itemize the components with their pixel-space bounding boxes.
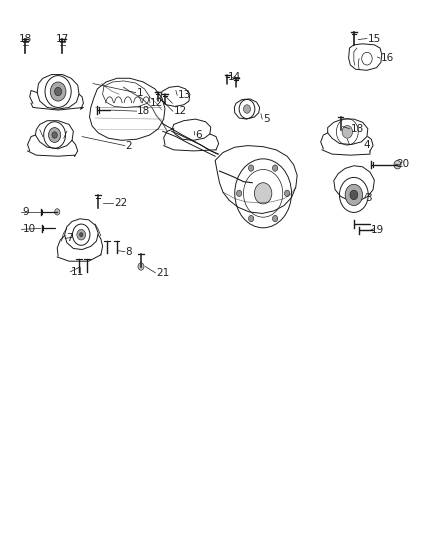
Circle shape <box>349 190 357 200</box>
Text: 2: 2 <box>125 141 132 151</box>
Text: 10: 10 <box>22 224 35 235</box>
Text: 19: 19 <box>370 225 383 236</box>
Text: 9: 9 <box>22 207 29 217</box>
Text: 16: 16 <box>380 53 393 63</box>
Circle shape <box>48 127 60 142</box>
Text: 21: 21 <box>156 268 169 278</box>
Circle shape <box>243 105 250 114</box>
Text: 18: 18 <box>136 106 149 116</box>
Text: 11: 11 <box>71 267 84 277</box>
Text: 18: 18 <box>19 34 32 44</box>
Circle shape <box>54 87 61 96</box>
Text: 22: 22 <box>114 198 127 208</box>
Text: 5: 5 <box>262 114 269 124</box>
Text: 20: 20 <box>395 159 408 169</box>
Text: 13: 13 <box>178 90 191 100</box>
Circle shape <box>254 183 271 204</box>
Text: 8: 8 <box>125 247 132 257</box>
Text: 1: 1 <box>136 87 143 98</box>
Text: 17: 17 <box>56 34 69 44</box>
Text: 12: 12 <box>149 98 162 108</box>
Text: 7: 7 <box>66 233 72 244</box>
Circle shape <box>344 184 362 206</box>
Text: 4: 4 <box>363 140 369 150</box>
Circle shape <box>50 82 66 101</box>
Text: 12: 12 <box>173 106 187 116</box>
Text: 15: 15 <box>367 34 380 44</box>
Text: 3: 3 <box>365 192 371 203</box>
Circle shape <box>341 125 352 138</box>
Circle shape <box>138 263 144 270</box>
Circle shape <box>272 215 277 222</box>
Circle shape <box>79 232 83 237</box>
Circle shape <box>393 160 400 169</box>
Circle shape <box>272 165 277 171</box>
Circle shape <box>54 209 60 215</box>
Circle shape <box>236 190 241 197</box>
Circle shape <box>248 215 253 222</box>
Circle shape <box>52 132 57 138</box>
Text: 14: 14 <box>228 71 241 82</box>
Circle shape <box>77 229 85 240</box>
Circle shape <box>284 190 289 197</box>
Text: 18: 18 <box>350 124 363 134</box>
Text: 6: 6 <box>195 130 201 140</box>
Circle shape <box>248 165 253 171</box>
